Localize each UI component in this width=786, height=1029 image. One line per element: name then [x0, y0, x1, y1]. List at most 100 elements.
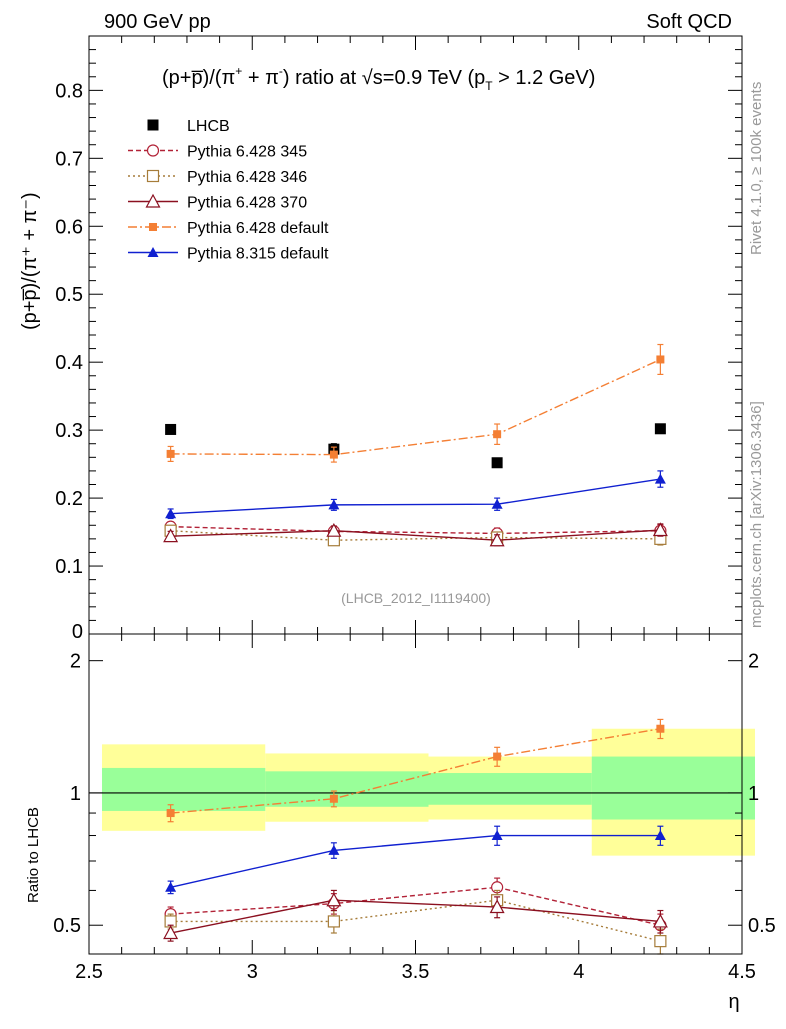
- series-line-p8: [170, 834, 661, 888]
- data-point-p370: [489, 899, 505, 914]
- main-plot-content: [163, 343, 668, 547]
- ratio-y-tick-label-right: 2: [748, 651, 759, 673]
- legend-item-p346: Pythia 6.428 346: [128, 169, 307, 186]
- legend: LHCB Pythia 6.428 345 Pythia 6.428 346 Pyth…: [128, 118, 329, 263]
- title-sup-minus: -: [279, 64, 283, 78]
- x-tick-label: 4: [573, 961, 584, 983]
- legend-label-lhcb: LHCB: [187, 118, 230, 135]
- data-point-lhcb: [654, 423, 666, 435]
- legend-label-pdef: Pythia 6.428 default: [187, 220, 329, 237]
- legend-item-p370: Pythia 6.428 370: [128, 193, 307, 212]
- y-tick-label: 0.7: [55, 148, 83, 170]
- main-panel: 0.1 0.2 0.3 0.4 0.5 0.6 0.7 0.8 0 (p+p̅)/(π+ + π…: [19, 35, 743, 643]
- legend-marker: [147, 247, 159, 257]
- series-p8: [165, 825, 666, 895]
- data-point-p370: [326, 522, 342, 537]
- legend-marker: [146, 169, 160, 183]
- legend-marker: [147, 119, 159, 131]
- header-left: 900 GeV pp: [104, 11, 211, 33]
- data-point-p8: [491, 830, 503, 841]
- uncertainty-band-inner: [102, 767, 266, 811]
- data-point-p370: [489, 532, 505, 547]
- y-tick-label: 0.3: [55, 420, 83, 442]
- uncertainty-band-inner: [265, 771, 429, 807]
- data-point-p346: [654, 935, 667, 948]
- data-point-p8: [491, 498, 503, 509]
- title-sup-plus: +: [235, 64, 242, 78]
- data-point-p370: [163, 925, 179, 940]
- mcplots-label: mcplots.cern.ch [arXiv:1306.3436]: [748, 401, 765, 628]
- x-axis-label: η: [728, 991, 739, 1013]
- x-tick-label: 3: [247, 961, 258, 983]
- legend-marker: [145, 193, 161, 208]
- legend-label-p346: Pythia 6.428 346: [187, 169, 307, 186]
- main-title: (p+p̅)/(π+ + π-) ratio at √s=0.9 TeV (pT…: [162, 64, 595, 93]
- legend-label-p345: Pythia 6.428 345: [187, 144, 307, 161]
- series-p370: [163, 522, 668, 547]
- series-p346: [164, 889, 667, 955]
- y-tick-label: 0.6: [55, 216, 83, 238]
- rivet-label: Rivet 4.1.0, ≥ 100k events: [748, 82, 765, 255]
- data-point-p8: [165, 881, 177, 892]
- x-tick-label: 2.5: [75, 961, 103, 983]
- main-y-axis-ticks: 0.1 0.2 0.3 0.4 0.5 0.6 0.7 0.8 0: [55, 36, 743, 643]
- y-tick-label: 0.1: [55, 556, 83, 578]
- x-tick-label: 4.5: [728, 961, 756, 983]
- data-point-pdef: [656, 355, 665, 364]
- legend-label-p8: Pythia 8.315 default: [187, 246, 329, 263]
- uncertainty-band-inner: [428, 773, 592, 805]
- data-point-p8: [328, 499, 340, 510]
- x-tick-label: 3.5: [402, 961, 430, 983]
- legend-marker: [149, 223, 157, 231]
- ratio-y-label: Ratio to LHCB: [25, 807, 42, 903]
- series-pdef: [166, 343, 665, 463]
- y-tick-label: 0.5: [55, 284, 83, 306]
- data-point-lhcb: [491, 457, 503, 469]
- data-point-pdef: [493, 752, 502, 761]
- data-point-pdef: [329, 794, 338, 803]
- legend-item-lhcb: LHCB: [147, 118, 230, 135]
- title-part-e: > 1.2 GeV): [493, 67, 596, 89]
- data-point-p346: [327, 915, 340, 928]
- series-line-pdef: [170, 728, 661, 814]
- series-line-p370: [170, 899, 661, 934]
- data-point-p8: [165, 508, 177, 519]
- data-point-p370: [163, 528, 179, 543]
- ratio-y-axis-ticks: 0.5 0.5 1 1 2 2: [53, 651, 776, 938]
- series-line-p345: [170, 886, 661, 926]
- ratio-y-tick-label-right: 1: [748, 783, 759, 805]
- ratio-y-tick-label: 1: [70, 783, 81, 805]
- ratio-y-tick-label-right: 0.5: [748, 915, 776, 937]
- data-point-p370: [326, 892, 342, 907]
- data-point-p370: [652, 913, 668, 928]
- y-tick-label: 0.2: [55, 488, 83, 510]
- data-point-p370: [652, 522, 668, 537]
- y-tick-label-zero: 0: [72, 621, 83, 643]
- data-point-pdef: [329, 450, 338, 459]
- data-point-p8: [654, 830, 666, 841]
- title-part-a: (p+p̅)/(π: [162, 67, 235, 89]
- title-part-b: + π: [242, 67, 279, 89]
- series-p370: [163, 889, 668, 942]
- ratio-y-tick-label: 2: [70, 651, 81, 673]
- data-point-pdef: [656, 724, 665, 733]
- series-line-p346: [170, 530, 661, 541]
- data-point-p8: [328, 844, 340, 855]
- data-point-pdef: [166, 809, 175, 818]
- series-line-p370: [170, 529, 661, 541]
- data-point-pdef: [166, 449, 175, 458]
- x-axis-ticks: 2.5 3 3.5 4 4.5: [75, 634, 756, 983]
- title-part-c: ) ratio at √s=0.9 TeV (p: [283, 67, 485, 89]
- data-point-pdef: [493, 430, 502, 439]
- series-pdef: [166, 718, 665, 823]
- header-right: Soft QCD: [646, 11, 732, 33]
- uncertainty-band-inner: [591, 756, 755, 820]
- legend-item-pdef: Pythia 6.428 default: [128, 220, 329, 237]
- ratio-y-tick-label: 0.5: [53, 915, 81, 937]
- y-tick-label: 0.8: [55, 80, 83, 102]
- series-p8: [165, 470, 666, 520]
- ratio-plot-content: [89, 718, 755, 955]
- analysis-id-annotation: (LHCB_2012_I1119400): [341, 590, 491, 606]
